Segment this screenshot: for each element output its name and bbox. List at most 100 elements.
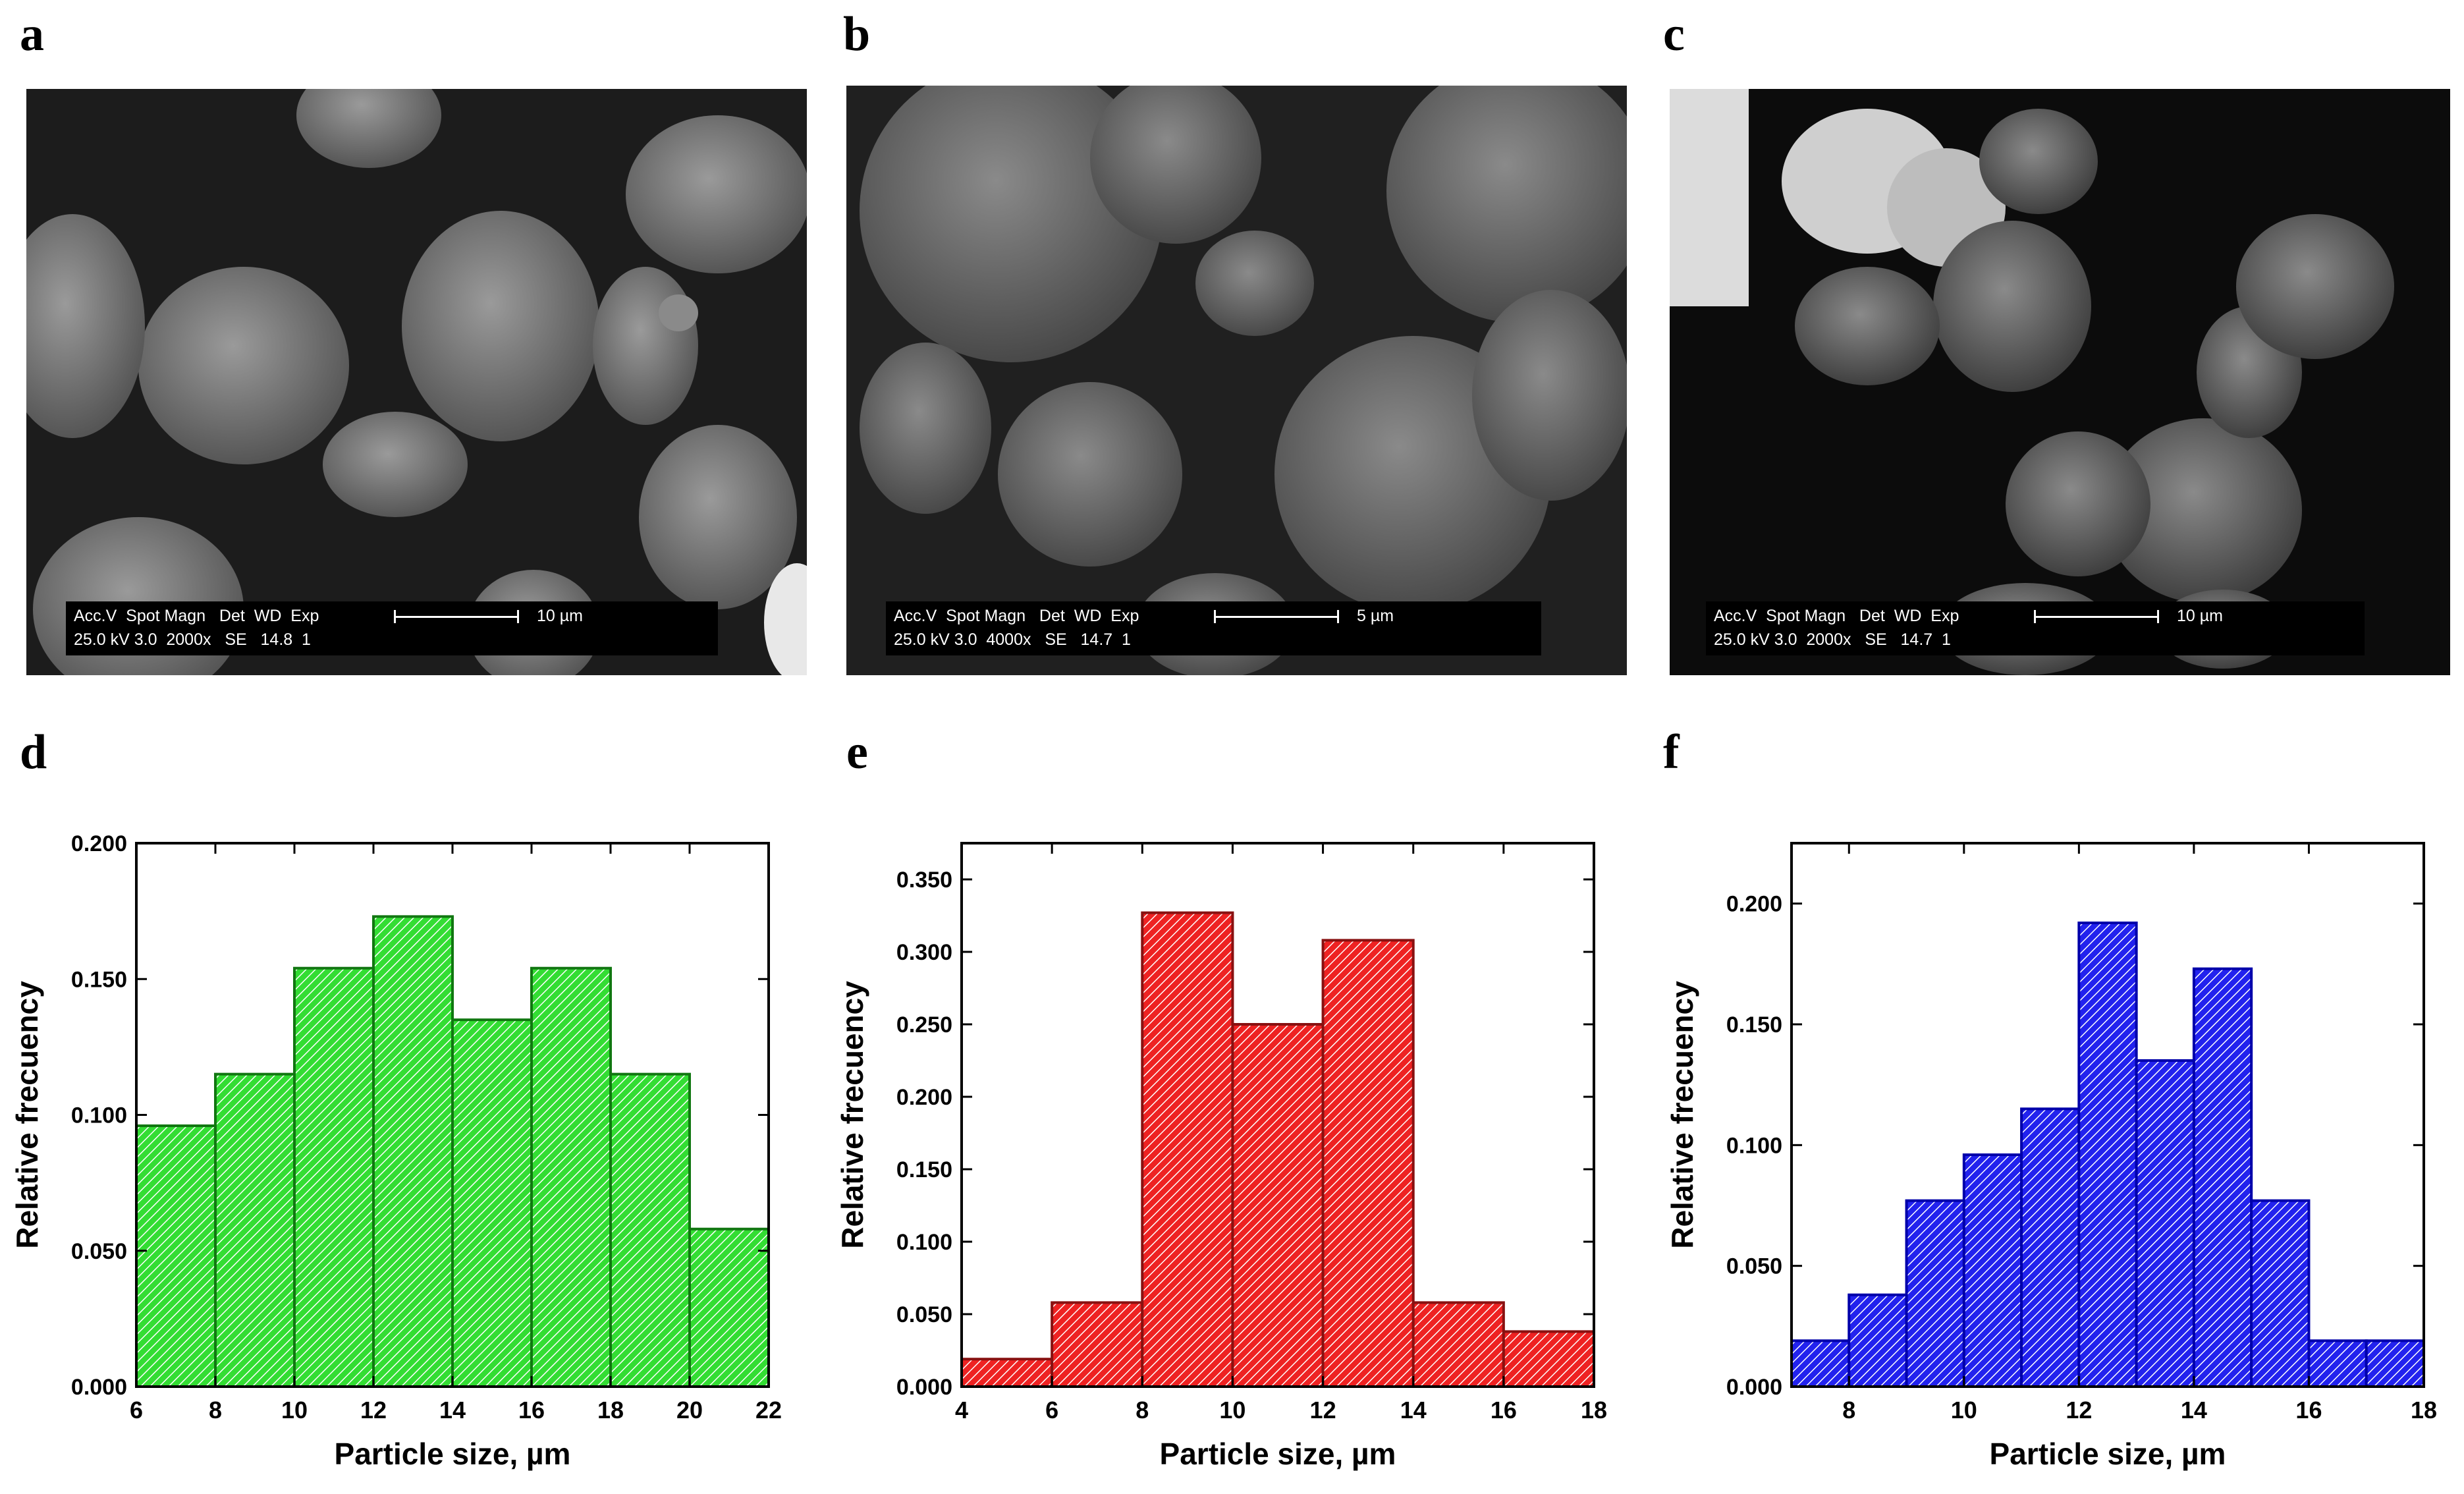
sem-image-a (26, 89, 807, 675)
histogram-f-svg: 8 10 12 14 16 18 0.000 0.050 0.100 0.150 0.200 Part… (1665, 842, 2437, 1471)
panel-label-a: a (20, 7, 44, 61)
y-tick-label: 0.050 (896, 1302, 952, 1327)
histogram-bar (1411, 1301, 1505, 1389)
y-axis-label: Relative frecuency (835, 981, 869, 1249)
histogram-bar (2077, 922, 2138, 1388)
histogram-bar (293, 966, 375, 1388)
scale-bar-tick (2157, 610, 2159, 623)
x-tick-label: 16 (2295, 1397, 2322, 1424)
x-tick-label: 22 (755, 1397, 782, 1424)
x-tick-label: 8 (1136, 1397, 1149, 1424)
sem-image-c (1670, 89, 2450, 675)
y-tick-label: 0.000 (1726, 1375, 1782, 1400)
histogram-d: 6 8 10 12 14 16 18 20 22 0.000 0.050 0.100 0.150 0.20… (0, 790, 817, 1491)
scale-bar-label: 10 µm (2177, 607, 2223, 625)
x-axis-label: Particle size, µm (1160, 1437, 1396, 1471)
y-tick-label: 0.050 (1726, 1254, 1782, 1279)
plot-frame (1790, 842, 2425, 1388)
histogram-d-svg: 6 8 10 12 14 16 18 20 22 0.000 0.050 0.100 0.150 0.20… (10, 831, 782, 1471)
histogram-bar (2135, 1059, 2195, 1388)
x-tick-label: 8 (209, 1397, 222, 1424)
histogram-bar (1905, 1199, 1965, 1389)
y-tick-label: 0.050 (71, 1239, 127, 1264)
histogram-bar (530, 966, 612, 1388)
panel-label-f: f (1663, 725, 1680, 779)
scale-bar-tick (1337, 610, 1339, 623)
x-tick-label: 10 (1951, 1397, 1977, 1424)
sem-databar-row2: 25.0 kV 3.0 2000x SE 14.7 1 (1714, 630, 1951, 649)
x-tick-label: 18 (597, 1397, 624, 1424)
panel-label-e: e (846, 725, 868, 779)
histogram-bar (1848, 1293, 1908, 1389)
scale-bar (2034, 616, 2159, 618)
scale-bar-tick (2034, 610, 2036, 623)
histogram-bar (2250, 1199, 2311, 1389)
y-tick-label: 0.150 (1726, 1012, 1782, 1038)
y-tick-label: 0.200 (1726, 892, 1782, 917)
bars (1790, 922, 2426, 1389)
x-tick-label: 12 (360, 1397, 387, 1424)
histogram-bar (2020, 1107, 2081, 1388)
y-tick-label: 0.100 (896, 1230, 952, 1255)
sem-databar-c: Acc.V Spot Magn Det WD Exp 25.0 kV 3.0 2… (1706, 601, 2365, 655)
histogram-bar (2307, 1339, 2368, 1388)
x-tick-label: 16 (518, 1397, 545, 1424)
scale-bar-label: 10 µm (537, 607, 583, 625)
x-axis-label: Particle size, µm (1990, 1437, 2226, 1471)
histogram-bar (2192, 967, 2253, 1388)
y-tick-label: 0.000 (896, 1375, 952, 1400)
panel-label-c: c (1663, 7, 1685, 61)
plot-frame (960, 842, 1595, 1388)
x-tick-label: 8 (1842, 1397, 1855, 1424)
panel-label-d: d (20, 725, 47, 779)
sem-databar-row2: 25.0 kV 3.0 2000x SE 14.8 1 (74, 630, 311, 649)
histogram-bar (1231, 1023, 1325, 1388)
scale-bar-tick (517, 610, 519, 623)
y-tick-label: 0.250 (896, 1012, 952, 1038)
x-tick-label: 14 (439, 1397, 466, 1424)
x-tick-label: 14 (2181, 1397, 2207, 1424)
sem-databar-row1: Acc.V Spot Magn Det WD Exp (74, 607, 319, 625)
histogram-bar (960, 1358, 1054, 1389)
x-tick-label: 14 (1400, 1397, 1427, 1424)
sem-databar-row2: 25.0 kV 3.0 4000x SE 14.7 1 (894, 630, 1131, 649)
histogram-bar (1321, 939, 1415, 1388)
y-tick-label: 0.150 (71, 967, 127, 992)
y-tick-label: 0.200 (71, 831, 127, 856)
sem-databar-row1: Acc.V Spot Magn Det WD Exp (1714, 607, 1959, 625)
histogram-bar (2365, 1339, 2426, 1388)
x-tick-label: 18 (2411, 1397, 2437, 1424)
scale-bar-tick (394, 610, 396, 623)
sem-databar-row1: Acc.V Spot Magn Det WD Exp (894, 607, 1139, 625)
x-tick-label: 16 (1491, 1397, 1517, 1424)
histogram-bar (372, 915, 454, 1388)
scale-bar (1214, 616, 1339, 618)
y-tick-label: 0.300 (896, 940, 952, 965)
y-axis-label: Relative frecuency (10, 981, 44, 1249)
x-tick-label: 12 (1310, 1397, 1336, 1424)
scale-bar-tick (1214, 610, 1216, 623)
histogram-bar (1141, 911, 1234, 1389)
sem-image-b (846, 86, 1627, 675)
histogram-bar (214, 1072, 296, 1388)
x-tick-label: 6 (1045, 1397, 1058, 1424)
histogram-e: 4 6 8 10 12 14 16 18 0.000 0.050 0.100 0.150 0.200 0.… (823, 790, 1640, 1491)
y-tick-label: 0.350 (896, 868, 952, 893)
scale-bar (394, 616, 519, 618)
sem-databar-b: Acc.V Spot Magn Det WD Exp 25.0 kV 3.0 4… (886, 601, 1541, 655)
x-tick-label: 6 (130, 1397, 143, 1424)
histogram-bar (451, 1018, 533, 1388)
y-tick-label: 0.000 (71, 1375, 127, 1400)
y-tick-label: 0.200 (896, 1085, 952, 1110)
bars (135, 915, 770, 1388)
x-axis-label: Particle size, µm (335, 1437, 571, 1471)
x-tick-label: 18 (1581, 1397, 1607, 1424)
histogram-e-svg: 4 6 8 10 12 14 16 18 0.000 0.050 0.100 0.150 0.200 0.… (835, 842, 1607, 1471)
histogram-bar (609, 1072, 691, 1388)
sem-databar-a: Acc.V Spot Magn Det WD Exp 25.0 kV 3.0 2… (66, 601, 718, 655)
histogram-bar (1051, 1301, 1144, 1389)
y-tick-label: 0.150 (896, 1157, 952, 1182)
x-tick-label: 12 (2066, 1397, 2092, 1424)
histogram-bar (1790, 1339, 1851, 1388)
bars (960, 911, 1596, 1389)
